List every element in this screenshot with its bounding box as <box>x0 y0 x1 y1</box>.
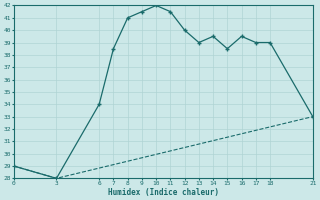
X-axis label: Humidex (Indice chaleur): Humidex (Indice chaleur) <box>108 188 219 197</box>
